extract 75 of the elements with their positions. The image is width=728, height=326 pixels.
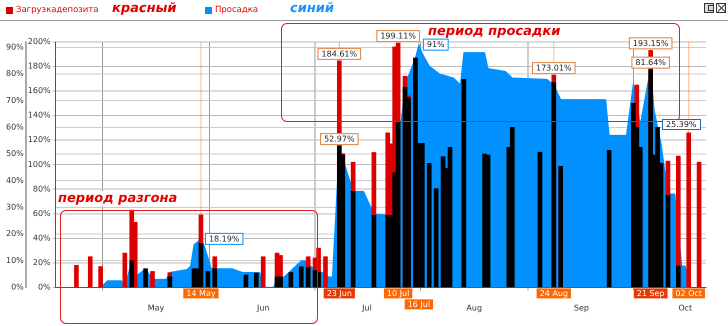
bar [244, 274, 248, 288]
y2-tick-label: 50% [6, 149, 24, 158]
bar [426, 163, 432, 288]
y2-tick-label: 70% [6, 96, 24, 105]
annotation: период разгона [58, 191, 178, 206]
y2-tick-label: 80% [6, 69, 24, 78]
x-tick-label: Oct [678, 303, 692, 312]
y-tick-label: 160% [28, 86, 52, 96]
y2-tick-label: 60% [6, 122, 24, 132]
data-label: 91% [426, 40, 446, 50]
text: период просадки [428, 24, 560, 39]
ref-line-label: 14 May [186, 288, 216, 298]
bar [486, 154, 490, 288]
bar [538, 152, 542, 288]
y2-tick-label: 0% [11, 282, 24, 292]
bar [686, 132, 692, 288]
bar [298, 266, 304, 288]
bar [143, 268, 148, 288]
data-label: 173.01% [536, 64, 572, 73]
bar [510, 127, 515, 288]
y2-tick-label: 40% [6, 176, 24, 185]
text: красный [112, 1, 176, 16]
y-tick-label: 80% [32, 184, 52, 194]
text: синий [290, 1, 334, 16]
bar [74, 264, 79, 288]
bar [323, 256, 328, 288]
y2-tick-label: 10% [6, 256, 24, 265]
x-tick-label: Sep [574, 303, 590, 312]
ref-line-label: 21 Sep [636, 288, 665, 298]
y-tick-label: 100% [28, 160, 52, 169]
ref-line-label: 02 Oct [675, 288, 702, 298]
bar [254, 272, 259, 288]
bar [606, 150, 612, 288]
legend-label: Загрузкадепозита [16, 5, 98, 15]
x-tick-label: May [148, 303, 165, 312]
y2-tick-label: 90% [6, 42, 24, 52]
data-label: 52.97% [324, 134, 355, 144]
bar [260, 256, 266, 288]
legend-label: Просадка [215, 5, 258, 15]
annotation: 25.39% [662, 119, 701, 130]
y-tick-label: 180% [28, 62, 52, 71]
data-label: 18.19% [208, 234, 240, 244]
y-tick-label: 120% [28, 135, 52, 144]
bar [558, 166, 564, 288]
y-tick-label: 200% [28, 37, 52, 46]
bar [150, 271, 155, 288]
y-tick-label: 140% [28, 110, 52, 120]
y-tick-label: 0% [38, 282, 52, 292]
bar [206, 271, 210, 288]
ref-line-label: 23 Jun [326, 288, 352, 298]
bar [420, 143, 425, 288]
ref-line-label: 24 Aug [540, 288, 568, 298]
bar [88, 256, 93, 288]
bar [98, 266, 103, 288]
y-tick-label: 40% [32, 233, 52, 242]
data-label: 184.61% [322, 49, 358, 58]
bar [676, 266, 681, 288]
bar [288, 272, 294, 288]
ref-line-label: 16 Jul [408, 300, 430, 309]
bar [462, 79, 466, 288]
bar [448, 147, 452, 288]
y2-tick-label: 30% [6, 202, 24, 212]
bar [696, 162, 702, 288]
y2-tick-label: 20% [6, 229, 24, 238]
data-label: 199.11% [380, 32, 416, 41]
bar [434, 188, 439, 288]
x-tick-label: Aug [466, 303, 482, 312]
y-tick-label: 20% [32, 258, 52, 267]
x-tick-label: Jul [361, 303, 372, 312]
ref-line-label: 10 Jul [386, 288, 410, 298]
x-tick-label: Jun [256, 303, 270, 312]
data-label: 193.15% [632, 38, 669, 48]
y-tick-label: 60% [32, 208, 52, 218]
data-label: 81.64% [635, 58, 666, 68]
bar [122, 252, 128, 288]
